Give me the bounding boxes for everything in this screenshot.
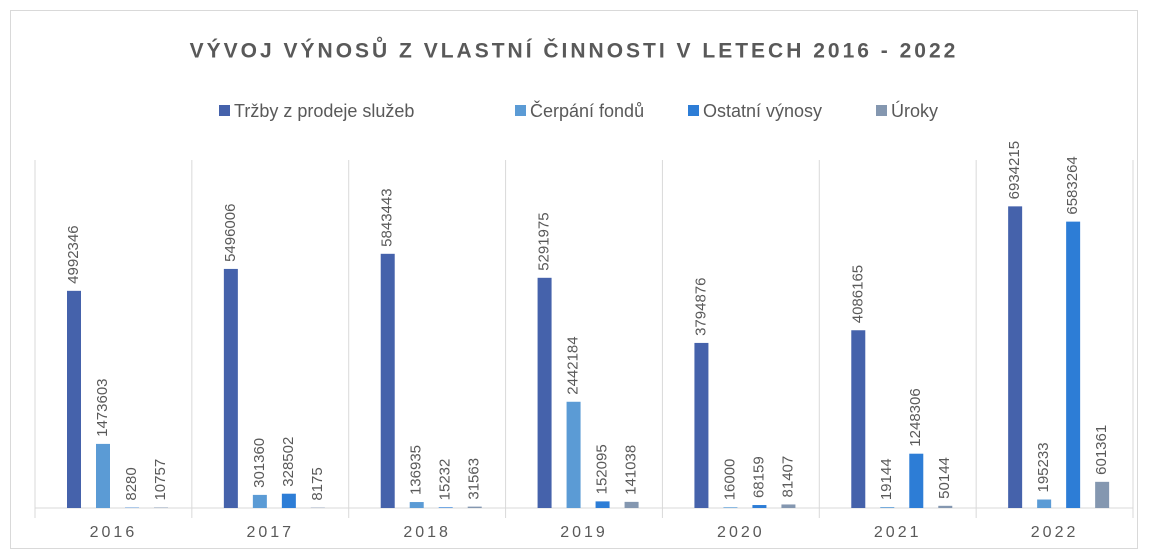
data-label: 31563: [466, 458, 483, 500]
data-label: 141038: [623, 445, 640, 495]
bar: [694, 342, 709, 508]
data-label: 19144: [878, 458, 895, 500]
data-label: 2442184: [565, 336, 582, 394]
legend-swatch: [876, 105, 887, 116]
data-label: 68159: [750, 456, 767, 498]
data-label: 4992346: [65, 225, 82, 283]
data-label: 195233: [1035, 442, 1052, 492]
data-label: 1248306: [907, 388, 924, 446]
bar: [1037, 499, 1052, 508]
bar: [595, 501, 610, 508]
bar: [880, 507, 895, 508]
bar: [1008, 206, 1023, 509]
bar: [467, 506, 482, 508]
bar: [1095, 481, 1110, 508]
legend-swatch: [688, 105, 699, 116]
bar: [566, 401, 581, 508]
data-label: 1473603: [94, 378, 111, 436]
data-label: 328502: [280, 437, 297, 487]
bar: [96, 443, 110, 508]
bar: [223, 268, 238, 508]
data-label: 5291975: [536, 212, 553, 270]
legend-label: Úroky: [891, 100, 938, 121]
bar: [752, 505, 767, 508]
data-label: 301360: [251, 438, 268, 488]
bar: [909, 453, 924, 508]
data-label: 10757: [152, 459, 169, 501]
data-label: 5843443: [379, 188, 396, 246]
x-tick-label: 2022: [1031, 524, 1079, 541]
data-label: 3794876: [692, 278, 709, 336]
bar: [851, 330, 866, 508]
bar: [938, 505, 953, 508]
data-label: 136935: [408, 445, 425, 495]
bar: [438, 507, 453, 508]
x-tick-label: 2019: [560, 524, 608, 541]
legend-label: Ostatní výnosy: [703, 101, 822, 121]
data-label: 5496006: [222, 204, 239, 262]
chart-title: VÝVOJ VÝNOSŮ Z VLASTNÍ ČINNOSTI V LETECH…: [190, 37, 959, 63]
data-label: 8280: [123, 467, 140, 500]
bar: [67, 290, 81, 508]
bar: [1066, 221, 1081, 508]
data-label: 152095: [594, 444, 611, 494]
bar: [409, 502, 424, 508]
legend-label: Čerpání fondů: [530, 100, 644, 121]
bar: [723, 507, 738, 508]
data-label: 81407: [779, 456, 796, 498]
bar: [281, 493, 296, 508]
data-label: 6934215: [1006, 141, 1023, 199]
data-label: 6583264: [1064, 156, 1081, 214]
x-tick-label: 2021: [874, 524, 922, 541]
bar: [781, 504, 796, 508]
data-label: 8175: [309, 467, 326, 500]
bar: [380, 253, 395, 508]
data-label: 15232: [437, 459, 454, 501]
bar: [624, 501, 639, 508]
bar: [252, 494, 267, 508]
x-tick-label: 2017: [246, 524, 294, 541]
x-tick-label: 2018: [403, 524, 451, 541]
data-label: 16000: [721, 459, 738, 501]
data-label: 4086165: [849, 265, 866, 323]
x-tick-label: 2020: [717, 524, 765, 541]
data-label: 50144: [936, 457, 953, 499]
legend-swatch: [515, 105, 526, 116]
legend-label: Tržby z prodeje služeb: [234, 101, 414, 121]
legend-swatch: [219, 105, 230, 116]
x-tick-label: 2016: [90, 524, 138, 541]
bar: [537, 277, 552, 508]
data-label: 601361: [1093, 425, 1110, 475]
